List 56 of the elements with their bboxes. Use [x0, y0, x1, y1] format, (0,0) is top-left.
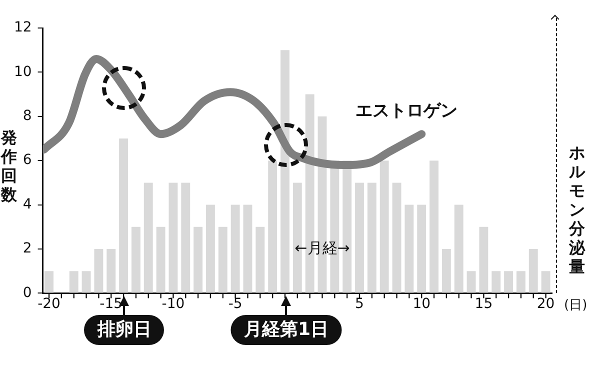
text: 月経第1日	[230, 315, 342, 346]
bar	[528, 249, 538, 293]
x-tick-label: 20	[536, 296, 555, 312]
x-tick-label: 10	[412, 296, 431, 312]
bar	[404, 204, 414, 293]
bar	[417, 204, 426, 293]
x-tick-label: 5	[355, 296, 364, 312]
text: 排卵日	[84, 315, 164, 346]
bar	[119, 138, 128, 293]
bar	[230, 204, 240, 293]
x-tick-label: 15	[474, 296, 493, 312]
bar	[168, 182, 178, 293]
bar	[367, 182, 376, 293]
y-tick-label: 12	[14, 20, 32, 36]
y-tick-label: 8	[22, 108, 32, 124]
bar	[454, 204, 464, 293]
y2-axis-title: ホルモン分泌量	[568, 143, 586, 276]
bar	[94, 249, 104, 293]
bar	[442, 249, 451, 293]
bar	[106, 249, 116, 293]
x-axis-title: (日)	[564, 298, 588, 314]
bar	[516, 271, 526, 293]
bar	[466, 271, 476, 293]
bar	[380, 160, 389, 293]
bar	[355, 182, 364, 293]
bar	[156, 226, 166, 293]
bar	[504, 271, 514, 293]
y-axis-title: 発作回数	[0, 128, 18, 204]
x-tick-label: -10	[162, 296, 185, 312]
bar	[218, 226, 228, 293]
y-tick-label: 2	[22, 240, 32, 257]
y-tick-label: 10	[14, 64, 32, 80]
bar	[44, 271, 54, 293]
bar	[131, 226, 140, 293]
bar	[69, 271, 78, 293]
annotation: ←月経→	[294, 238, 350, 257]
bar	[181, 182, 190, 293]
bar	[479, 226, 488, 293]
x-tick-label: -5	[228, 296, 242, 312]
bar	[392, 182, 402, 293]
x-tick-label: -20	[38, 296, 60, 312]
bar	[280, 50, 290, 293]
bar	[206, 204, 215, 293]
y-tick-label: 6	[22, 152, 32, 168]
bar	[430, 160, 438, 293]
bar	[144, 182, 153, 293]
series-label: エストロゲン	[356, 101, 458, 121]
bar	[194, 226, 203, 293]
y-tick-label: 0	[22, 284, 32, 301]
y-tick-label: 4	[22, 196, 32, 212]
bar	[268, 160, 278, 293]
bar	[541, 271, 550, 293]
bar	[82, 271, 91, 293]
bar	[492, 271, 501, 293]
bar	[256, 226, 265, 293]
bar	[243, 204, 252, 293]
